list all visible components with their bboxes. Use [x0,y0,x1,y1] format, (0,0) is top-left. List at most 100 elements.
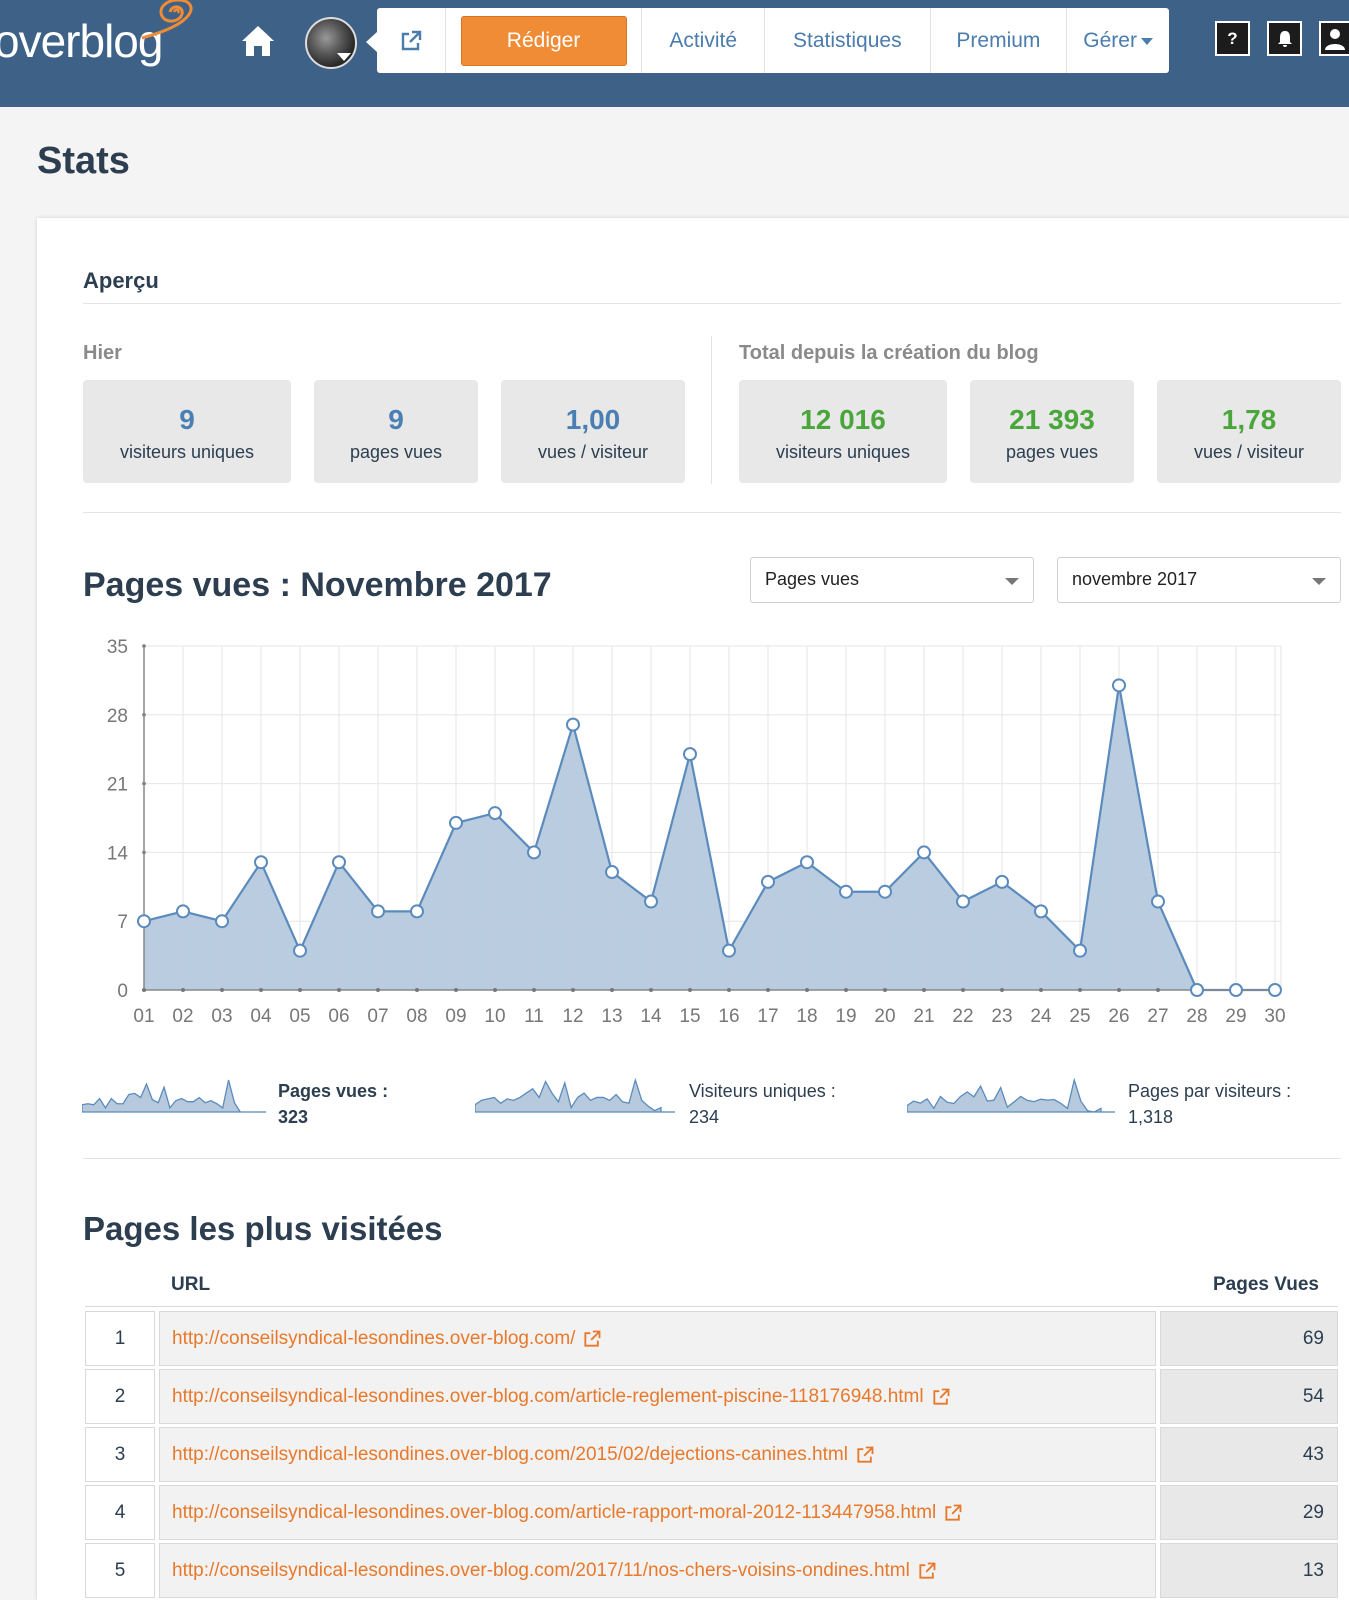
row-url-link[interactable]: http://conseilsyndical-lesondines.over-b… [172,1559,910,1581]
overblog-logo[interactable]: overblog [0,0,193,68]
x-tick-mark [1117,988,1121,992]
data-point [761,874,775,889]
x-tick-label: 21 [913,1006,934,1027]
chart-title: Pages vues : Novembre 2017 [83,566,552,605]
sparkline-area [82,1079,252,1113]
stat-value: 1,78 [1221,404,1277,435]
external-link-icon [401,30,422,50]
x-tick-label: 06 [328,1006,349,1027]
x-tick-label: 28 [1186,1006,1207,1027]
external-link-icon[interactable] [917,1561,937,1581]
notifications-button[interactable] [1267,21,1302,56]
nav-activity[interactable]: Activité [642,8,766,73]
row-rank: 2 [85,1369,155,1424]
nav-manage[interactable]: Gérer [1067,8,1169,73]
summary-value: 1,318 [1128,1107,1174,1127]
summary-pageviews: Pages vues : 323 [278,1078,388,1130]
x-tick-label: 26 [1108,1006,1129,1027]
data-point [410,904,424,919]
yesterday-label: Hier [83,342,122,364]
series-line [143,685,1275,992]
row-url-link[interactable]: http://conseilsyndical-lesondines.over-b… [172,1443,848,1465]
x-tick-label: 04 [250,1006,272,1027]
x-tick-mark [142,988,146,992]
x-tick-label: 24 [1030,1006,1052,1027]
visitors-sparkline [475,1077,675,1113]
data-point [1151,894,1165,909]
write-button[interactable]: Rédiger [460,15,627,66]
data-point [683,747,697,762]
user-icon [1325,28,1345,50]
external-link-icon[interactable] [855,1445,875,1465]
external-link-icon[interactable] [582,1329,602,1349]
column-header-views: Pages Vues [1213,1274,1319,1295]
home-icon[interactable] [240,24,276,58]
data-point [332,855,346,870]
metric-select[interactable]: Pages vues [750,557,1034,603]
data-point [293,943,307,958]
row-views: 29 [1160,1485,1338,1540]
x-tick-label: 20 [874,1006,895,1027]
account-button[interactable] [1319,21,1349,56]
external-link-icon[interactable] [943,1503,963,1523]
month-select[interactable]: novembre 2017 [1057,557,1341,603]
data-point [371,904,385,919]
row-url-cell: http://conseilsyndical-lesondines.over-b… [159,1369,1156,1424]
x-tick-mark [220,988,224,992]
dropdown-arrow-icon [1005,578,1019,585]
data-point [644,894,658,909]
data-point [878,884,892,899]
x-tick-label: 10 [484,1006,505,1027]
x-tick-label: 05 [289,1006,310,1027]
data-point [605,865,619,880]
y-tick-label: 28 [107,706,128,727]
view-blog-button[interactable] [377,8,446,73]
data-point [722,943,736,958]
nav-statistics[interactable]: Statistiques [765,8,931,73]
x-tick-label: 14 [640,1006,662,1027]
help-button[interactable]: ? [1215,21,1250,56]
table-header-divider [85,1306,1338,1307]
avatar[interactable] [305,17,357,69]
pageviews-sparkline [82,1079,266,1113]
table-row: 4 http://conseilsyndical-lesondines.over… [85,1485,1338,1540]
x-tick-label: 13 [601,1006,622,1027]
y-tick-label: 21 [107,775,128,796]
x-tick-mark [337,988,341,992]
stat-value: 1,00 [565,404,621,435]
data-point [176,904,190,919]
stat-label: vues / visiteur [537,442,649,462]
data-point [917,845,931,860]
x-tick-label: 18 [796,1006,817,1027]
top-pages-title: Pages les plus visitées [83,1210,443,1247]
data-point [254,855,268,870]
data-point [566,717,580,732]
chevron-down-icon [337,53,351,61]
x-tick-mark [571,988,575,992]
data-point [995,874,1009,889]
row-url-link[interactable]: http://conseilsyndical-lesondines.over-b… [172,1327,576,1349]
row-rank: 3 [85,1427,155,1482]
logo-swirl-icon [141,0,193,40]
row-url-link[interactable]: http://conseilsyndical-lesondines.over-b… [172,1385,924,1407]
x-tick-mark [298,988,302,992]
chart-title-metric: Pages vues : [83,566,291,604]
x-tick-mark [1078,988,1082,992]
row-url-link[interactable]: http://conseilsyndical-lesondines.over-b… [172,1501,937,1523]
x-tick-mark [181,988,185,992]
data-point [215,914,229,929]
x-tick-mark [883,988,887,992]
nav-premium[interactable]: Premium [931,8,1068,73]
x-tick-mark [922,988,926,992]
divider [83,1158,1341,1159]
data-point [1190,983,1204,997]
x-tick-label: 29 [1225,1006,1246,1027]
x-tick-label: 22 [952,1006,973,1027]
external-link-icon[interactable] [931,1387,951,1407]
sparkline-area [907,1077,1102,1113]
top-bar: overblog Rédiger Activité Statistiques P… [0,0,1349,107]
divider [83,512,1341,513]
x-tick-label: 19 [835,1006,856,1027]
row-url-cell: http://conseilsyndical-lesondines.over-b… [159,1427,1156,1482]
caret-down-icon [1140,38,1153,45]
